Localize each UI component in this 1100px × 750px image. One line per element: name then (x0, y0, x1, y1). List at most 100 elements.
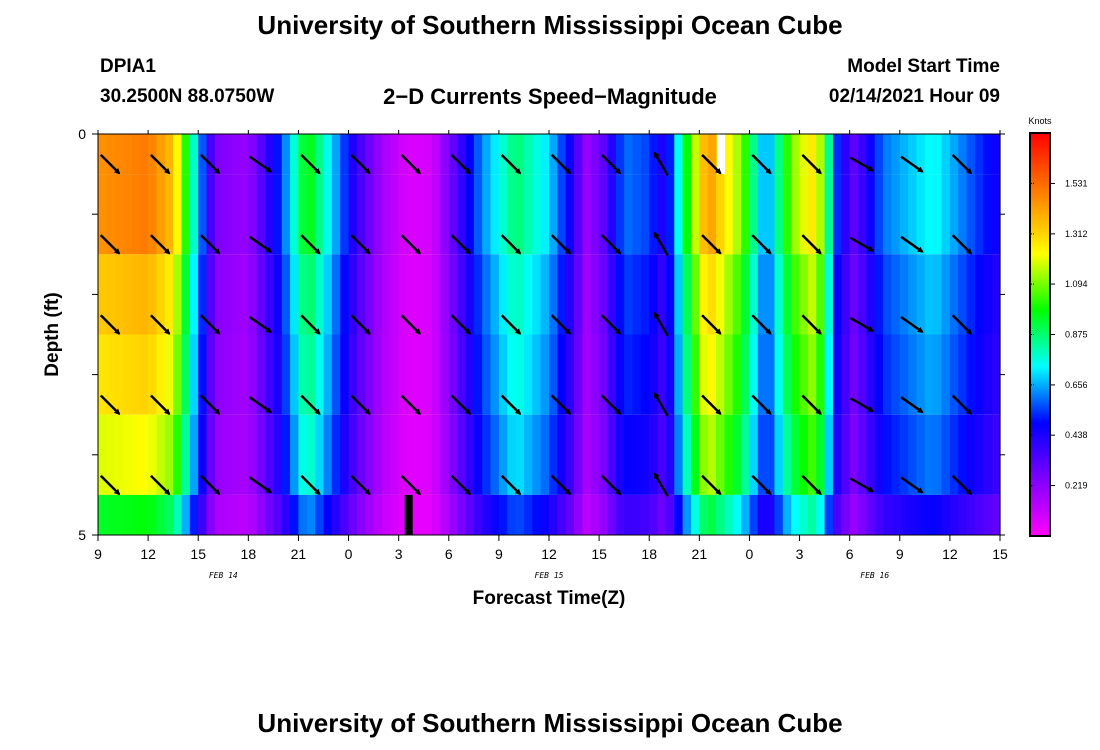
heatmap-cell (640, 414, 650, 495)
heatmap-cell (607, 414, 617, 495)
chart-title: 2−D Currents Speed−Magnitude (383, 84, 717, 109)
heatmap-cell (791, 414, 801, 495)
heatmap-cell (465, 254, 475, 335)
heatmap-cell (674, 414, 684, 495)
heatmap-cell (298, 334, 308, 415)
y-axis-title: Depth (ft) (42, 292, 63, 376)
heatmap-cell (983, 414, 993, 495)
heatmap-cell (590, 414, 600, 495)
heatmap-cell (565, 414, 575, 495)
heatmap-cell (490, 134, 500, 175)
heatmap-cell (757, 414, 767, 495)
heatmap-cell (265, 134, 274, 175)
heatmap-cell (891, 174, 901, 255)
current-vector-arrow (849, 477, 875, 493)
heatmap-cell (214, 334, 224, 415)
heatmap-cell (724, 414, 734, 495)
heatmap-cell (615, 174, 625, 255)
heatmap-cell (507, 134, 517, 175)
heatmap-cell (114, 134, 124, 175)
heatmap-cell (423, 494, 433, 535)
heatmap-cell (306, 174, 316, 255)
heatmap-cell (540, 174, 550, 255)
heatmap-cell (782, 334, 792, 415)
y-tick-label: 0 (78, 126, 86, 142)
heatmap-cell (423, 174, 433, 255)
x-tick-label: 9 (896, 546, 904, 562)
heatmap-cell (933, 254, 943, 335)
heatmap-cell (941, 494, 951, 535)
heatmap-cell (98, 414, 107, 495)
heatmap-cell (883, 254, 893, 335)
heatmap-cell (590, 334, 600, 415)
heatmap-cell (724, 174, 734, 255)
heatmap-cell (407, 254, 416, 335)
heatmap-cell (908, 134, 918, 175)
heatmap-cell (331, 134, 341, 175)
heatmap-cell (699, 494, 709, 535)
heatmap-cell (356, 494, 366, 535)
heatmap-cell (331, 174, 341, 255)
current-vector-arrow (500, 154, 522, 175)
heatmap-cell (198, 334, 208, 415)
footer-title: University of Southern Mississippi Ocean… (257, 708, 843, 738)
current-vector-arrow (601, 154, 622, 175)
heatmap-cell (340, 414, 350, 495)
heatmap-cell (599, 134, 609, 175)
heatmap-cell (649, 334, 659, 415)
heatmap-cell (924, 334, 934, 415)
heatmap-cell (665, 254, 675, 335)
current-vector-arrow (99, 474, 121, 496)
heatmap-cell (381, 494, 391, 535)
current-vector-arrow (801, 234, 822, 255)
date-label: FEB 14 (209, 571, 238, 580)
x-tick-label: 6 (445, 546, 453, 562)
heatmap-cell (432, 174, 442, 255)
x-tick-label: 15 (190, 546, 206, 562)
heatmap-cell (557, 494, 567, 535)
heatmap-cell (565, 134, 575, 175)
heatmap-cell (331, 494, 341, 535)
current-vector-arrow (400, 314, 421, 335)
heatmap-cell (365, 414, 375, 495)
heatmap-cell (440, 494, 450, 535)
heatmap-cell (173, 494, 183, 535)
heatmap-cell (640, 134, 650, 175)
x-tick-label: 0 (746, 546, 754, 562)
heatmap-cell (874, 174, 884, 255)
heatmap-cell (690, 494, 700, 535)
heatmap-cell (515, 254, 525, 335)
heatmap-cell (123, 134, 133, 175)
heatmap-cell (131, 494, 141, 535)
heatmap-cell (98, 254, 107, 335)
heatmap-cell (457, 134, 467, 175)
heatmap-cell (615, 254, 625, 335)
heatmap-cell (231, 334, 241, 415)
heatmap-cell (440, 334, 450, 415)
heatmap-cell (791, 334, 801, 415)
heatmap-cell (507, 414, 517, 495)
station-coordinates: 30.2500N 88.0750W (100, 86, 275, 107)
heatmap-cell (273, 494, 283, 535)
heatmap-cell (807, 334, 817, 415)
heatmap-cell (206, 134, 216, 175)
current-vector-arrow (300, 474, 321, 496)
heatmap-cell (991, 134, 1001, 175)
heatmap-cell (816, 254, 826, 335)
heatmap-cell (949, 414, 959, 495)
heatmap-cell (632, 414, 642, 495)
heatmap-cell (899, 174, 909, 255)
heatmap-cell (131, 174, 141, 255)
heatmap-cell (356, 134, 366, 175)
heatmap-cell (682, 414, 692, 495)
x-tick-label: 18 (241, 546, 257, 562)
heatmap-cell (732, 334, 742, 415)
heatmap-cell (298, 494, 308, 535)
heatmap-cell (732, 254, 742, 335)
heatmap-cell (741, 134, 751, 175)
heatmap-cell (632, 174, 642, 255)
heatmap-cell (164, 134, 174, 175)
heatmap-cell (415, 174, 425, 255)
colorbar-tick-label: 0.656 (1065, 380, 1088, 390)
main-title: University of Southern Mississippi Ocean… (257, 10, 843, 40)
